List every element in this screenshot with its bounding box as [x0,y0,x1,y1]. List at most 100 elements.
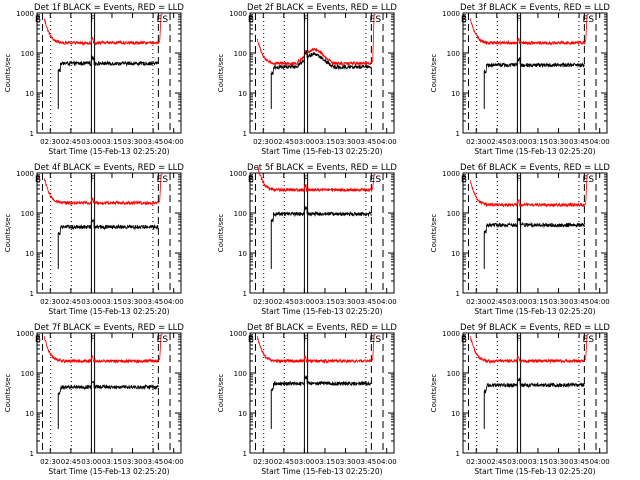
y-tick-label: 1000 [229,170,247,178]
x-tick-label: 03:45 [356,298,376,306]
events-series-line [484,57,585,74]
x-tick-label: 02:30 [466,458,486,466]
panel-det-9: Det 9f BLACK = Events, RED = LLD Counts/s… [430,323,610,476]
x-tick-label: 02:30 [253,298,273,306]
y-tick-label: 10 [238,250,247,258]
y-axis-label: Counts/sec [4,54,12,93]
marker-label-b: B [248,335,254,345]
x-tick-label: 03:00 [294,138,314,146]
y-tick-label: 1000 [229,10,247,18]
y-tick-label: 1000 [16,170,34,178]
x-tick-label: 03:00 [294,458,314,466]
y-tick-label: 1000 [442,10,460,18]
y-tick-label: 100 [21,370,34,378]
x-tick-label: 03:15 [102,458,122,466]
y-tick-label: 1 [243,130,247,138]
marker-label-e: E [156,335,162,345]
x-tick-label: 03:45 [143,138,163,146]
y-axis-label: Counts/sec [430,54,438,93]
y-tick-label: 10 [451,90,460,98]
x-tick-label: 04:00 [164,458,184,466]
x-tick-label: 02:45 [274,138,294,146]
x-tick-label: 03:15 [528,458,548,466]
x-tick-label: 02:45 [61,138,81,146]
y-tick-label: 10 [25,410,34,418]
marker-label-f: F [516,335,521,345]
y-tick-label: 100 [447,50,460,58]
x-tick-label: 02:30 [466,298,486,306]
events-series-line [58,218,159,236]
x-tick-label: 02:45 [487,458,507,466]
panel-det-7: Det 7f BLACK = Events, RED = LLD Counts/s… [4,323,184,476]
marker-label-b: B [248,175,254,185]
lld-series-line [257,165,376,193]
marker-label-e: E [369,335,375,345]
plot-frame [462,332,608,454]
x-tick-label: 03:00 [507,138,527,146]
x-tick-label: 02:30 [40,298,60,306]
x-tick-label: 03:30 [548,138,568,146]
x-tick-label: 03:15 [528,138,548,146]
y-tick-label: 100 [447,370,460,378]
events-series-line [58,55,159,72]
x-tick-label: 03:15 [315,298,335,306]
panel-title: Det 5f BLACK = Events, RED = LLD [247,163,397,173]
plot-frame [36,12,182,134]
x-tick-label: 03:30 [335,138,355,146]
x-tick-label: 03:00 [81,298,101,306]
y-tick-label: 10 [25,90,34,98]
x-axis-label: Start Time (15-Feb-13 02:25:20) [48,307,169,316]
plot-frame [462,12,608,134]
x-tick-label: 04:00 [164,138,184,146]
x-tick-label: 03:15 [102,138,122,146]
y-tick-label: 1 [243,450,247,458]
plot-frame [249,172,395,294]
y-tick-label: 10 [238,90,247,98]
x-axis-label: Start Time (15-Feb-13 02:25:20) [261,467,382,476]
marker-label-s: S [588,335,594,345]
panel-title: Det 6f BLACK = Events, RED = LLD [460,163,610,173]
lld-series-line [470,14,589,46]
plot-frame [36,332,182,454]
marker-label-s: S [588,175,594,185]
marker-label-f: F [90,15,95,25]
y-tick-label: 100 [234,50,247,58]
marker-label-b: B [461,335,467,345]
x-tick-label: 03:45 [143,298,163,306]
x-tick-label: 03:30 [122,138,142,146]
x-axis-label: Start Time (15-Feb-13 02:25:20) [48,467,169,476]
y-tick-label: 1 [30,130,34,138]
y-tick-label: 1 [30,290,34,298]
y-tick-label: 100 [234,210,247,218]
x-axis-label: Start Time (15-Feb-13 02:25:20) [48,147,169,156]
x-axis-label: Start Time (15-Feb-13 02:25:20) [261,307,382,316]
y-axis-label: Counts/sec [217,374,225,413]
x-tick-label: 03:30 [335,298,355,306]
x-tick-label: 03:45 [356,458,376,466]
x-axis-label: Start Time (15-Feb-13 02:25:20) [261,147,382,156]
marker-label-b: B [461,175,467,185]
x-tick-label: 03:15 [102,298,122,306]
events-series-line [271,206,372,223]
marker-label-s: S [162,15,168,25]
marker-label-f: F [516,15,521,25]
marker-label-s: S [162,175,168,185]
panel-title: Det 4f BLACK = Events, RED = LLD [34,163,184,173]
x-tick-label: 02:45 [487,298,507,306]
panel-title: Det 2f BLACK = Events, RED = LLD [247,3,397,13]
x-tick-label: 03:45 [356,138,376,146]
panel-title: Det 3f BLACK = Events, RED = LLD [460,3,610,13]
x-tick-label: 02:30 [466,138,486,146]
x-tick-label: 04:00 [164,298,184,306]
x-tick-label: 02:45 [61,458,81,466]
panel-det-6: Det 6f BLACK = Events, RED = LLD Counts/s… [430,163,610,316]
y-tick-label: 100 [447,210,460,218]
x-tick-label: 02:30 [40,458,60,466]
marker-label-b: B [35,15,41,25]
y-tick-label: 100 [234,370,247,378]
y-tick-label: 1000 [229,330,247,338]
x-tick-label: 03:45 [569,138,589,146]
x-tick-label: 03:30 [335,458,355,466]
events-series-line [58,380,159,396]
